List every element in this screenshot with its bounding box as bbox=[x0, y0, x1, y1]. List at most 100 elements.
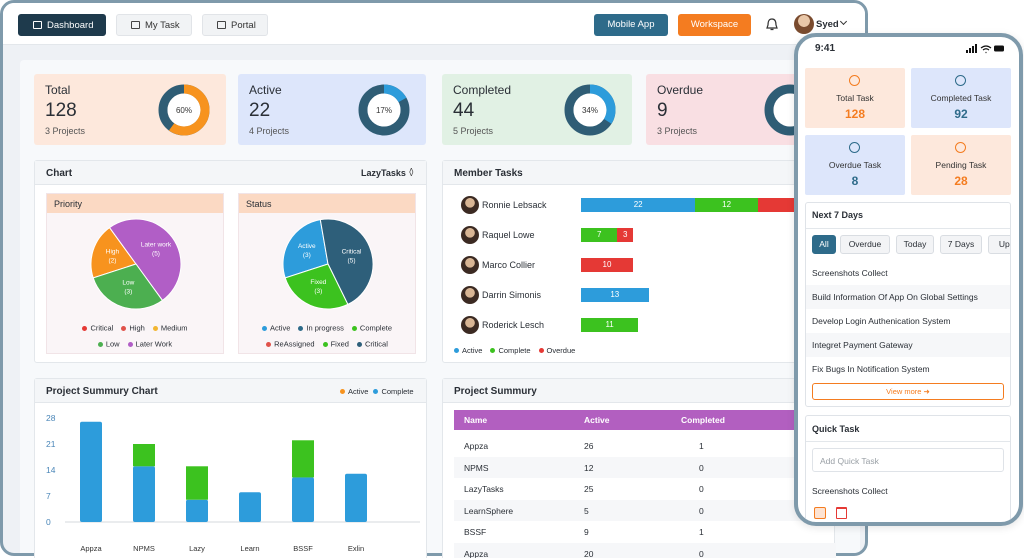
slice-name: Active bbox=[298, 243, 316, 250]
view-more-button[interactable]: View more ➜ bbox=[812, 383, 1004, 400]
slice-label: (3) bbox=[314, 288, 322, 295]
legend-item: Complete bbox=[490, 346, 531, 355]
table-cell: 0 bbox=[699, 484, 704, 494]
pie-slice bbox=[90, 226, 137, 279]
table-cell: 9 bbox=[584, 527, 589, 537]
legend-dot bbox=[454, 348, 459, 353]
legend-label: Later Work bbox=[135, 339, 173, 349]
pie-slice bbox=[282, 219, 329, 279]
stat-title: Active bbox=[249, 83, 282, 97]
mobile-frame: 9:41 Total Task 128 Completed Task 92 Overdue… bbox=[794, 33, 1023, 526]
member-avatar bbox=[461, 286, 479, 304]
member-avatar bbox=[461, 256, 479, 274]
legend-row: ReAssigned Fixed Critical bbox=[239, 339, 415, 349]
legend-dot bbox=[298, 325, 304, 331]
filter-pill[interactable]: Overdue bbox=[840, 235, 890, 254]
legend-item: Critical bbox=[356, 339, 388, 349]
filter-pill[interactable]: Today bbox=[896, 235, 934, 254]
y-tick-label: 7 bbox=[46, 491, 51, 501]
slice-label: (5) bbox=[348, 257, 356, 264]
user-avatar[interactable] bbox=[794, 14, 814, 34]
legend-item: Critical bbox=[82, 323, 113, 333]
table-cell: 20 bbox=[584, 548, 594, 558]
task-bar-segment: 13 bbox=[581, 288, 649, 302]
pie-chart: Active (3) Critical (5) Fixed (3) bbox=[282, 218, 374, 310]
bar-segment bbox=[186, 466, 208, 500]
stat-donut: 17% bbox=[358, 84, 410, 136]
donut-arc bbox=[158, 84, 210, 136]
pie-slice bbox=[92, 263, 164, 310]
legend-label: Fixed bbox=[330, 339, 349, 349]
bar-chart: 0 7 14 21 28 Appza NPMS Lazy Learn BSSF Exlin bbox=[46, 413, 420, 553]
legend-label: Overdue bbox=[546, 346, 576, 355]
task-bar-segment: 7 bbox=[581, 228, 618, 242]
card-icon bbox=[849, 142, 860, 153]
bell-icon[interactable] bbox=[765, 17, 779, 33]
nav-button[interactable]: Workspace bbox=[678, 14, 751, 36]
edit-icon[interactable] bbox=[814, 507, 826, 519]
signal-bar bbox=[972, 46, 974, 53]
legend-dot bbox=[356, 341, 362, 347]
pie-title: Priority bbox=[54, 199, 83, 209]
legend-item: Overdue bbox=[538, 346, 576, 355]
summary-chart-panel: Project Summury Chart Active Complete 0 7 14 2… bbox=[34, 378, 427, 558]
column-header: Active bbox=[584, 415, 610, 425]
legend-dot bbox=[490, 348, 496, 353]
task-bar-segment: 22 bbox=[581, 198, 696, 212]
legend-label: Active bbox=[269, 323, 291, 333]
legend-dot bbox=[82, 325, 88, 331]
view-more-label: View more bbox=[886, 387, 922, 396]
bar-segment bbox=[186, 499, 208, 522]
table-header bbox=[454, 410, 836, 430]
card-label: Pending Task bbox=[935, 160, 987, 170]
member-name: Roderick Lesch bbox=[482, 320, 545, 330]
chart-panel: Chart LazyTasks ˄ ˅ Priority High (2) Later wor… bbox=[34, 160, 427, 363]
quick-task-item: Screenshots Collect bbox=[812, 486, 888, 496]
nav-tab[interactable]: Portal bbox=[202, 14, 268, 36]
summary-table-panel: Project Summury Name Active Completed Appza 2… bbox=[442, 378, 836, 558]
nav-button[interactable]: Mobile App bbox=[594, 14, 668, 36]
project-select: LazyTasks bbox=[361, 168, 406, 178]
bar-segment bbox=[133, 466, 155, 522]
filter-pill[interactable]: All bbox=[812, 235, 836, 254]
table-cell: 0 bbox=[699, 505, 704, 516]
user-name: Syed bbox=[816, 19, 839, 30]
legend-label: Complete bbox=[359, 323, 393, 333]
task-item: Build Information Of App On Global Setti… bbox=[812, 292, 978, 302]
table-cell: 26 bbox=[584, 441, 594, 451]
legend-dot bbox=[121, 325, 127, 331]
mobile-stat-card: Pending Task 28 bbox=[911, 135, 1011, 195]
divider bbox=[806, 441, 1010, 442]
legend-item: Complete bbox=[351, 323, 393, 333]
legend-label: Low bbox=[105, 339, 120, 349]
delete-icon[interactable] bbox=[836, 507, 847, 519]
stat-title: Total bbox=[45, 83, 71, 97]
nav-tab[interactable]: Dashboard bbox=[18, 14, 106, 36]
filter-pill[interactable]: Upcoming bbox=[988, 235, 1010, 254]
nav-tab[interactable]: My Task bbox=[116, 14, 192, 36]
legend-label: Medium bbox=[160, 323, 188, 333]
card-label: Total Task bbox=[836, 93, 874, 103]
y-tick-label: 28 bbox=[46, 413, 56, 423]
task-row-bg bbox=[806, 333, 1010, 357]
quick-task-input[interactable]: Add Quick Task bbox=[812, 448, 1004, 472]
legend-row: Critical High Medium bbox=[47, 323, 223, 333]
filter-pill[interactable]: 7 Days bbox=[940, 235, 982, 254]
slice-name: High bbox=[106, 248, 120, 255]
legend-dot bbox=[266, 341, 272, 347]
task-bar-segment: 3 bbox=[617, 228, 633, 242]
card-icon bbox=[955, 142, 966, 153]
y-tick-label: 14 bbox=[46, 465, 56, 475]
pie-box: Status Active (3) Critical (5) Fixed (3) Active… bbox=[238, 193, 416, 354]
mobile-stat-card: Total Task 128 bbox=[805, 68, 905, 128]
legend-item: Active bbox=[340, 387, 368, 396]
legend-dot bbox=[127, 341, 133, 347]
donut-inner bbox=[367, 93, 401, 127]
tab-icon bbox=[217, 21, 226, 29]
tab-label: Dashboard bbox=[47, 20, 94, 31]
task-bar-segment: 12 bbox=[695, 198, 758, 212]
task-bar-segment: 11 bbox=[581, 318, 639, 332]
legend-item: Active bbox=[454, 346, 482, 355]
panel-title: Chart bbox=[46, 168, 73, 179]
slice-label: (2) bbox=[108, 257, 116, 264]
